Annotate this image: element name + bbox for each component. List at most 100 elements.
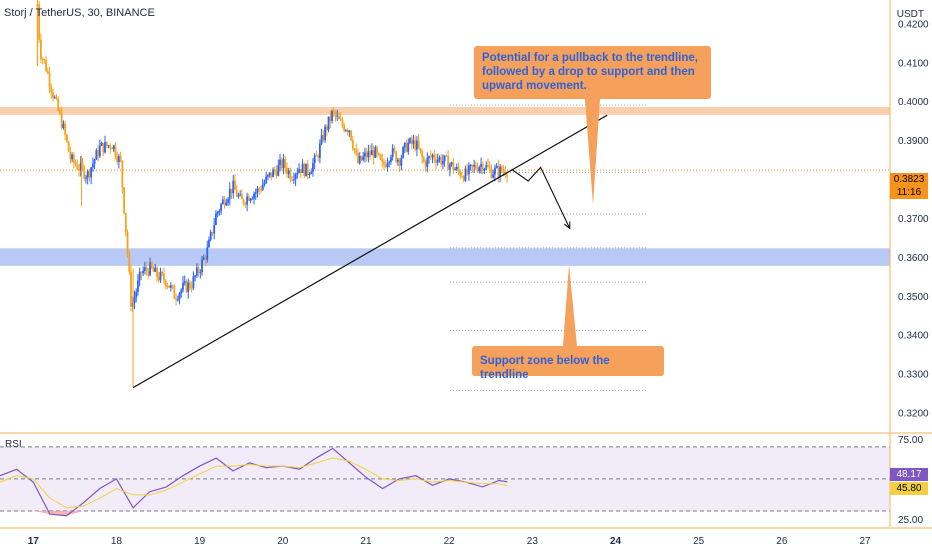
projection-arrow xyxy=(563,221,571,230)
candle-body-100 xyxy=(209,232,212,240)
candle-body-223 xyxy=(422,157,425,162)
candle-body-190 xyxy=(365,152,368,158)
candle-body-164 xyxy=(320,135,323,144)
candle-body-119 xyxy=(242,199,245,204)
candle-body-111 xyxy=(228,188,231,200)
candle-body-160 xyxy=(313,155,316,164)
candle-body-4 xyxy=(43,59,46,61)
candle-body-231 xyxy=(436,159,439,163)
candle-body-184 xyxy=(355,150,358,153)
candle-body-29 xyxy=(86,171,89,178)
time-tick-0: 17 xyxy=(28,536,40,547)
rsi-pane xyxy=(0,432,932,517)
candle-body-69 xyxy=(156,267,158,277)
price-tick-6: 0.3600 xyxy=(898,253,929,264)
candle-body-269 xyxy=(502,171,505,173)
candle-body-148 xyxy=(292,179,295,181)
annotation-pullback: Potential for a pullback to the trendlin… xyxy=(474,46,711,99)
candle-body-92 xyxy=(195,267,198,276)
candle-body-21 xyxy=(72,154,75,163)
candle-body-177 xyxy=(343,125,346,131)
candle-body-242 xyxy=(455,166,458,170)
candle-body-205 xyxy=(391,147,394,157)
candle-body-34 xyxy=(95,150,98,160)
candle-body-265 xyxy=(495,166,498,169)
candle-body-128 xyxy=(258,188,261,190)
candle-body-1 xyxy=(38,4,41,40)
candle-body-63 xyxy=(145,267,148,271)
candle-body-117 xyxy=(239,194,242,196)
candle-body-253 xyxy=(474,164,477,169)
candle-body-15 xyxy=(62,123,65,128)
candle-body-141 xyxy=(280,159,283,169)
candle-body-204 xyxy=(390,156,392,162)
candle-body-219 xyxy=(416,140,418,150)
candle-body-86 xyxy=(185,281,188,293)
candle-body-83 xyxy=(180,289,183,294)
candle-body-171 xyxy=(332,110,335,112)
candle-body-248 xyxy=(466,168,469,175)
candle-body-189 xyxy=(364,152,366,157)
rsi-series-1 xyxy=(0,457,508,509)
price-zones xyxy=(0,107,890,266)
candle-body-33 xyxy=(93,159,96,164)
candle-body-8 xyxy=(50,86,53,93)
candle-body-114 xyxy=(234,180,236,190)
candle-body-25 xyxy=(79,162,82,171)
candle-body-61 xyxy=(142,270,145,274)
candle-body-246 xyxy=(462,176,465,181)
time-tick-9: 26 xyxy=(776,536,788,547)
candle-body-127 xyxy=(256,188,259,193)
candle-body-172 xyxy=(334,111,337,116)
price-tick-2: 0.4000 xyxy=(898,97,929,108)
candle-body-72 xyxy=(161,271,164,274)
candle-body-125 xyxy=(253,193,255,199)
candle-body-217 xyxy=(412,140,415,144)
candle-body-187 xyxy=(360,155,363,161)
candle-body-167 xyxy=(325,126,328,131)
candle-body-71 xyxy=(159,271,162,281)
candle-body-215 xyxy=(409,138,411,143)
candle-body-134 xyxy=(268,172,271,176)
candle-body-244 xyxy=(459,171,462,177)
candle-body-198 xyxy=(379,154,382,160)
candle-body-135 xyxy=(270,172,273,178)
time-tick-3: 20 xyxy=(277,536,289,547)
candle-body-169 xyxy=(329,116,332,122)
candle-body-207 xyxy=(395,151,398,162)
candle-body-203 xyxy=(388,161,391,164)
candle-body-44 xyxy=(112,145,115,150)
candle-body-150 xyxy=(296,172,299,175)
candle-body-43 xyxy=(111,148,113,150)
candle-body-131 xyxy=(263,182,266,186)
candle-body-175 xyxy=(339,119,342,121)
candle-body-51 xyxy=(124,213,127,233)
chart-title: Storj / TetherUS, 30, BINANCE xyxy=(4,7,155,19)
candle-body-79 xyxy=(173,286,176,299)
candle-body-209 xyxy=(398,159,401,166)
candle-body-22 xyxy=(74,162,77,165)
candle-body-81 xyxy=(176,299,179,301)
candle-body-20 xyxy=(71,154,73,160)
candle-body-99 xyxy=(208,239,210,248)
rsi-tick-1: 25.00 xyxy=(898,515,923,526)
candle-body-235 xyxy=(443,155,446,161)
candle-body-168 xyxy=(327,116,330,131)
candle-body-104 xyxy=(216,211,219,214)
candle-body-113 xyxy=(232,180,235,194)
trendline xyxy=(132,114,608,389)
candle-body-139 xyxy=(277,164,280,176)
candle-body-14 xyxy=(60,112,63,128)
candle-body-144 xyxy=(286,168,288,174)
time-tick-2: 19 xyxy=(194,536,206,547)
candle-body-31 xyxy=(90,167,93,178)
candle-body-227 xyxy=(429,156,432,158)
candle-body-85 xyxy=(183,281,186,283)
candle-body-98 xyxy=(206,247,209,260)
candle-body-2 xyxy=(39,39,42,59)
candle-body-264 xyxy=(494,168,496,175)
price-series xyxy=(36,0,508,388)
candle-body-176 xyxy=(341,120,344,126)
candle-body-88 xyxy=(189,282,191,288)
